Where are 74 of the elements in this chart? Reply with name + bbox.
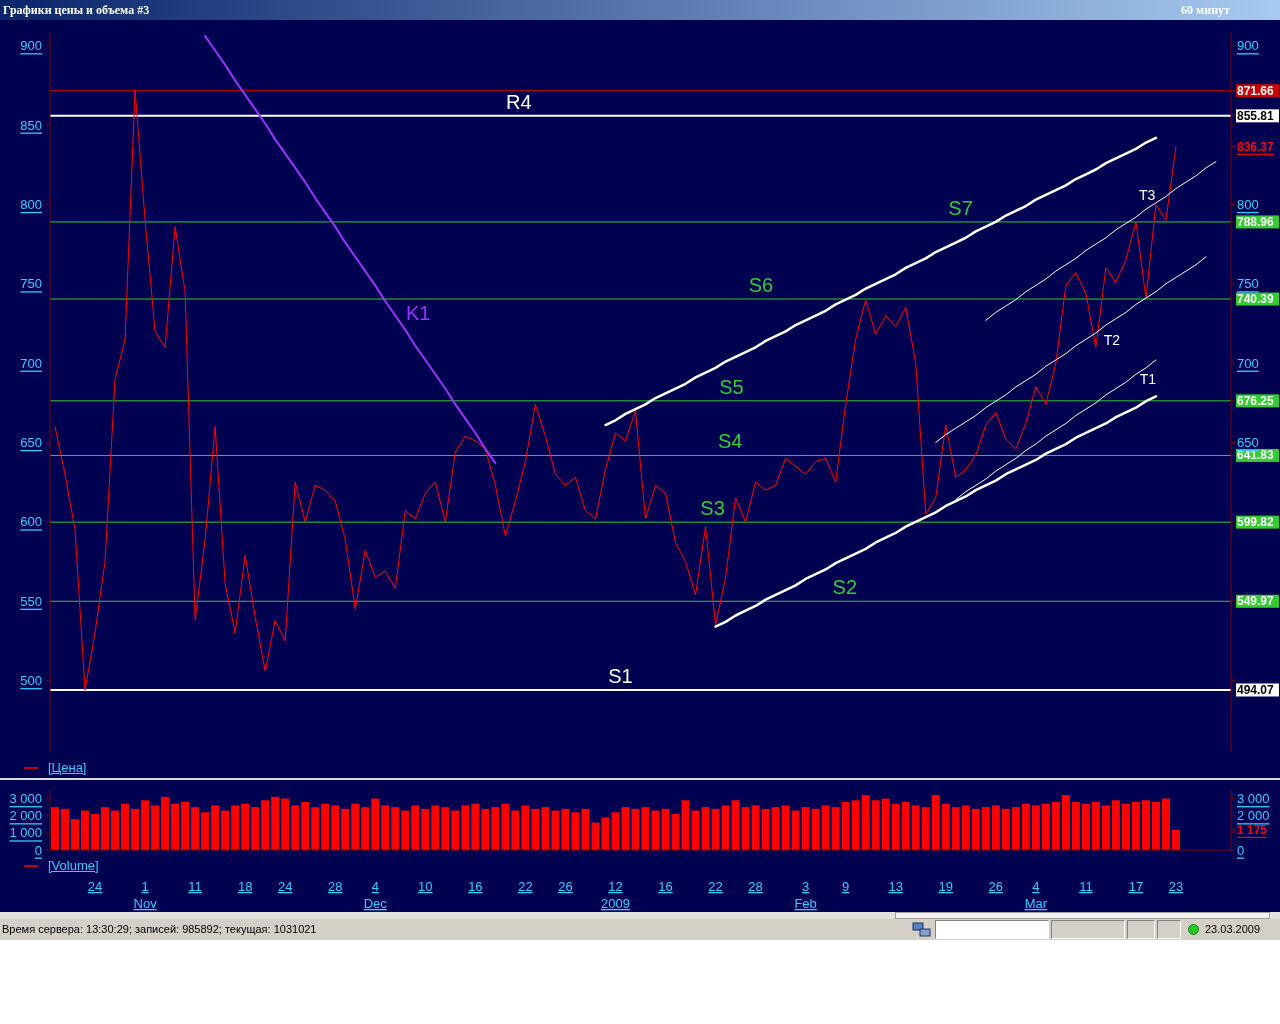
ref-line-label: S1	[608, 664, 633, 687]
ref-line-label: S5	[719, 375, 744, 398]
y2-tick-label: 1 175	[1237, 822, 1268, 837]
x-tick-label: 4 Dec	[363, 879, 388, 911]
y-tick-label: 2 000	[9, 808, 42, 824]
y-tick-label: 650	[20, 435, 42, 450]
ref-line-label: S7	[948, 196, 973, 219]
legend-label: [Цена]	[48, 760, 87, 775]
y2-tick-label: 2 000	[1237, 808, 1270, 824]
x-tick-label: 24	[277, 879, 293, 894]
x-tick-label: 12 2009	[601, 879, 630, 911]
series-label: K1	[405, 301, 431, 324]
y2-tick-label: 3 000	[1237, 791, 1270, 807]
series-label: T1	[1139, 370, 1157, 387]
y-tick-label: 800	[20, 196, 42, 212]
chart-subtitle: 60 минут	[1181, 3, 1230, 18]
x-tick-label: 10	[418, 879, 433, 894]
x-tick-label: 17	[1128, 879, 1144, 894]
y2-tick-label: 855.81	[1237, 108, 1275, 123]
title-bar: Графики цены и объема #3 60 минут	[0, 0, 1280, 20]
x-tick-label: 28	[748, 879, 763, 894]
x-tick-label: 22	[708, 879, 723, 894]
series-label: T2	[1103, 332, 1121, 349]
y2-tick-label: 750	[1237, 276, 1259, 292]
x-tick-label: 22	[518, 879, 533, 894]
ref-line-label: S4	[718, 430, 743, 453]
y-tick-label: 600	[20, 514, 42, 530]
chart-title: Графики цены и объема #3	[3, 3, 150, 18]
x-tick-label: 24	[87, 879, 103, 894]
y2-tick-label: 494.07	[1237, 682, 1275, 697]
legend-label: [Volume]	[48, 858, 99, 873]
y-tick-label: 0	[34, 842, 42, 858]
y-tick-label: 500	[20, 673, 42, 689]
ref-line-label: S3	[700, 497, 725, 520]
y-tick-label: 700	[20, 355, 42, 371]
x-tick-label: 16	[658, 879, 673, 894]
y-tick-label: 3 000	[9, 791, 42, 807]
y2-tick-label: 641.83	[1237, 448, 1275, 463]
ref-line-label: S6	[748, 274, 774, 297]
y2-tick-label: 0	[1237, 842, 1245, 858]
y-tick-label: 1 000	[9, 825, 42, 841]
y2-tick-label: 900	[1237, 38, 1259, 54]
x-tick-label: 18	[237, 879, 253, 894]
y-tick-label: 850	[20, 117, 42, 133]
y2-tick-label: 836.37	[1237, 139, 1275, 154]
x-tick-label: 28	[328, 879, 343, 894]
status-bar: Время сервера: 13:30:29; записей: 985892; текущая: 1031021 23.03.2009	[0, 919, 1280, 940]
x-tick-label: 4 Mar	[1024, 879, 1048, 911]
y2-tick-label: 599.82	[1237, 515, 1275, 530]
y2-tick-label: 549.97	[1237, 594, 1275, 609]
x-tick-label: 1 Nov	[133, 879, 158, 911]
x-tick-label: 3 Feb	[794, 879, 817, 911]
y2-tick-label: 650	[1237, 435, 1259, 450]
series-label: T3	[1138, 187, 1156, 204]
y-tick-label: 900	[20, 38, 42, 54]
y2-tick-label: 788.96	[1237, 214, 1275, 229]
y2-tick-label: 740.39	[1237, 292, 1275, 307]
x-tick-label: 9	[842, 879, 850, 894]
x-tick-label: 13	[888, 879, 903, 894]
x-tick-label: 19	[938, 879, 953, 894]
x-tick-label: 26	[558, 879, 573, 894]
y-tick-label: 750	[20, 276, 42, 292]
y2-tick-label: 800	[1237, 196, 1259, 212]
x-tick-label: 23	[1168, 879, 1184, 894]
x-tick-label: 26	[988, 879, 1004, 894]
ref-line-label: R4	[506, 90, 532, 113]
y2-tick-label: 676.25	[1237, 393, 1275, 408]
y2-tick-label: 871.66	[1237, 83, 1275, 98]
x-tick-label: 11	[188, 879, 202, 894]
y-tick-label: 550	[20, 593, 42, 609]
x-tick-label: 16	[468, 879, 483, 894]
x-tick-label: 11	[1079, 879, 1093, 894]
ref-line-label: S2	[832, 576, 858, 599]
y2-tick-label: 700	[1237, 355, 1259, 371]
